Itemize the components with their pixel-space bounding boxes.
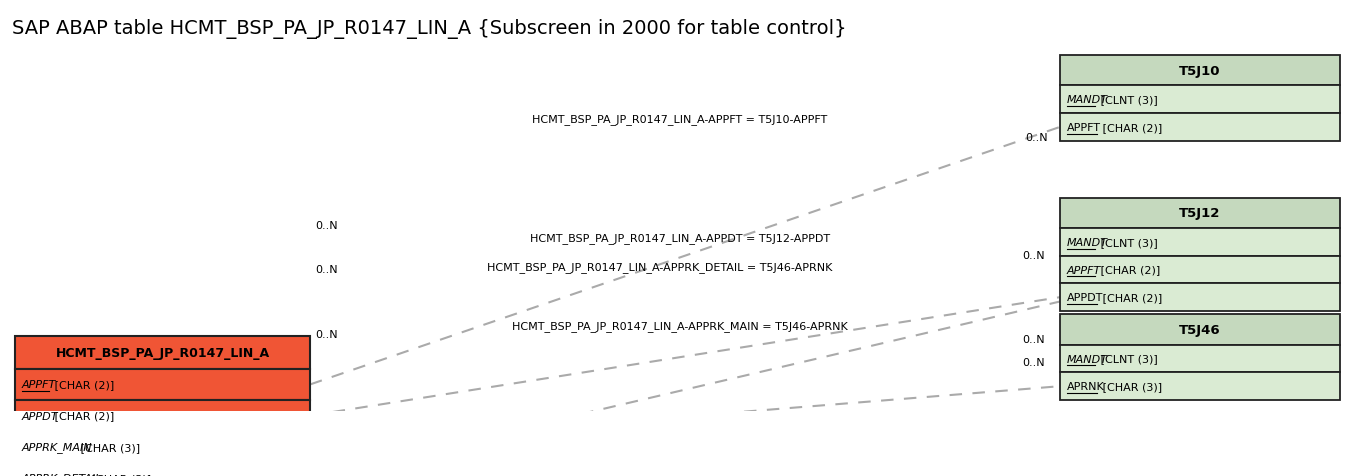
Text: MANDT: MANDT bbox=[1067, 95, 1108, 105]
Bar bbox=[15, 369, 311, 400]
Text: SAP ABAP table HCMT_BSP_PA_JP_R0147_LIN_A {Subscreen in 2000 for table control}: SAP ABAP table HCMT_BSP_PA_JP_R0147_LIN_… bbox=[12, 19, 846, 39]
Bar bbox=[1060, 284, 1340, 311]
Text: 0..N: 0..N bbox=[1025, 133, 1048, 143]
Text: [CHAR (3)]: [CHAR (3)] bbox=[77, 442, 141, 452]
Text: APPFT: APPFT bbox=[1067, 123, 1101, 133]
Text: 0..N: 0..N bbox=[315, 221, 338, 231]
Text: [CHAR (2)]: [CHAR (2)] bbox=[1098, 123, 1162, 133]
Text: APPFT: APPFT bbox=[22, 380, 56, 390]
Bar bbox=[1060, 315, 1340, 345]
Text: [CHAR (2)]: [CHAR (2)] bbox=[1097, 265, 1159, 275]
Text: APRNK: APRNK bbox=[1067, 381, 1105, 391]
Text: T5J12: T5J12 bbox=[1180, 207, 1220, 220]
Bar bbox=[1060, 114, 1340, 141]
Text: HCMT_BSP_PA_JP_R0147_LIN_A: HCMT_BSP_PA_JP_R0147_LIN_A bbox=[56, 346, 270, 359]
Text: APPRK_DETAIL: APPRK_DETAIL bbox=[22, 472, 102, 476]
Text: [CLNT (3)]: [CLNT (3)] bbox=[1097, 238, 1158, 248]
Text: 0..N: 0..N bbox=[1022, 250, 1044, 260]
Text: APPDT: APPDT bbox=[22, 411, 58, 421]
Text: 0..N: 0..N bbox=[315, 264, 338, 274]
Bar bbox=[1060, 86, 1340, 114]
Text: [CHAR (3)]: [CHAR (3)] bbox=[88, 473, 151, 476]
Bar bbox=[15, 337, 311, 369]
Text: [CHAR (2)]: [CHAR (2)] bbox=[50, 380, 114, 390]
Text: APPDT: APPDT bbox=[1067, 293, 1104, 303]
Text: HCMT_BSP_PA_JP_R0147_LIN_A-APPDT = T5J12-APPDT: HCMT_BSP_PA_JP_R0147_LIN_A-APPDT = T5J12… bbox=[530, 233, 830, 244]
Text: [CLNT (3)]: [CLNT (3)] bbox=[1097, 354, 1158, 364]
Bar bbox=[1060, 373, 1340, 400]
Bar bbox=[1060, 228, 1340, 256]
Text: 0..N: 0..N bbox=[1022, 334, 1044, 344]
Text: [CLNT (3)]: [CLNT (3)] bbox=[1097, 95, 1158, 105]
Text: 0..N: 0..N bbox=[315, 330, 338, 339]
Text: HCMT_BSP_PA_JP_R0147_LIN_A-APPFT = T5J10-APPFT: HCMT_BSP_PA_JP_R0147_LIN_A-APPFT = T5J10… bbox=[533, 114, 827, 124]
Text: [CHAR (2)]: [CHAR (2)] bbox=[1098, 293, 1162, 303]
Bar bbox=[1060, 256, 1340, 284]
Text: 0..N: 0..N bbox=[1022, 357, 1044, 367]
Bar bbox=[15, 431, 311, 462]
Bar bbox=[1060, 56, 1340, 86]
Bar bbox=[1060, 345, 1340, 373]
Text: [CHAR (2)]: [CHAR (2)] bbox=[50, 411, 114, 421]
Bar bbox=[1060, 198, 1340, 228]
Text: MANDT: MANDT bbox=[1067, 354, 1108, 364]
Text: APPFT: APPFT bbox=[1067, 265, 1101, 275]
Text: T5J46: T5J46 bbox=[1180, 323, 1220, 337]
Text: T5J10: T5J10 bbox=[1180, 65, 1220, 78]
Text: HCMT_BSP_PA_JP_R0147_LIN_A-APPRK_DETAIL = T5J46-APRNK: HCMT_BSP_PA_JP_R0147_LIN_A-APPRK_DETAIL … bbox=[487, 262, 833, 273]
Text: [CHAR (3)]: [CHAR (3)] bbox=[1098, 381, 1162, 391]
Text: MANDT: MANDT bbox=[1067, 238, 1108, 248]
Text: APPRK_MAIN: APPRK_MAIN bbox=[22, 441, 92, 452]
Text: HCMT_BSP_PA_JP_R0147_LIN_A-APPRK_MAIN = T5J46-APRNK: HCMT_BSP_PA_JP_R0147_LIN_A-APPRK_MAIN = … bbox=[513, 320, 848, 331]
Bar bbox=[15, 462, 311, 476]
Bar bbox=[15, 400, 311, 431]
